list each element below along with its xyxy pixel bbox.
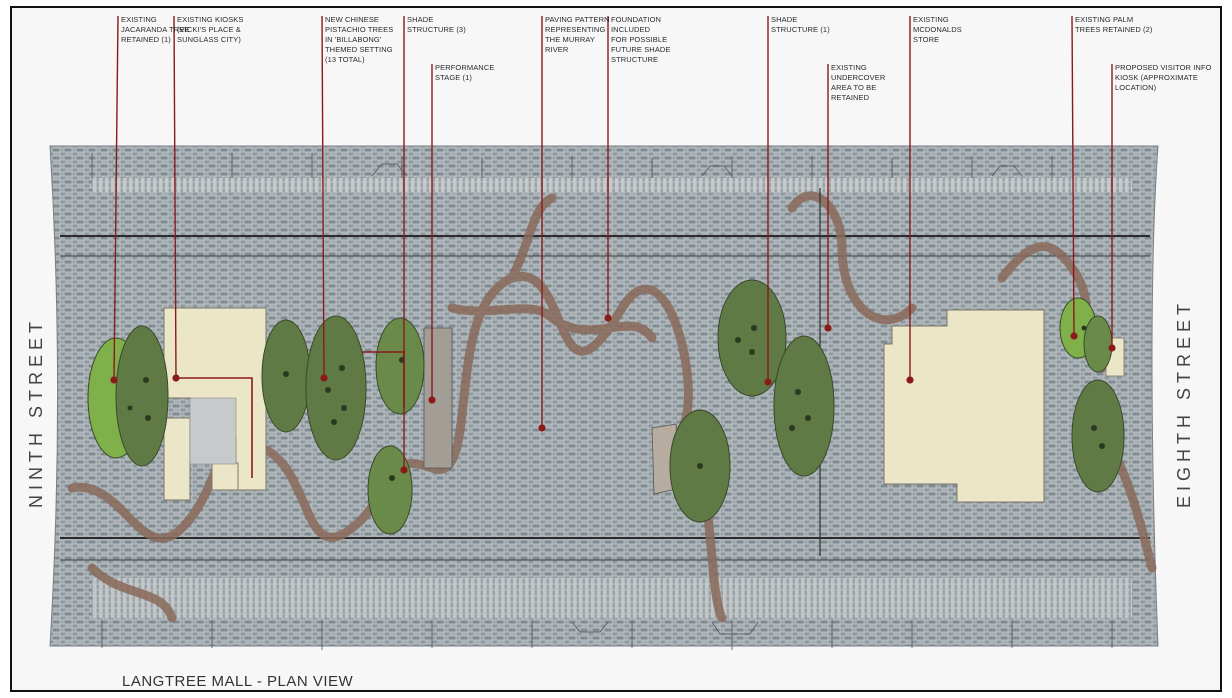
annotation-visitor: PROPOSED VISITOR INFO KIOSK (APPROXIMATE L… (1115, 63, 1212, 92)
annotation-visitor-line-0: PROPOSED VISITOR INFO (1115, 63, 1212, 72)
leader-dot-mcdonalds (906, 376, 914, 384)
mall-paving (49, 145, 1159, 647)
annotation-performance-line-0: PERFORMANCE (435, 63, 494, 72)
shop-frontage-bottom (101, 620, 1113, 650)
annotation-undercover: EXISTING UNDERCOVER AREA TO BE RETAINED (831, 63, 886, 102)
annotation-shade-3: SHADE STRUCTURE (3) (407, 15, 466, 34)
annotation-foundation-line-0: FOUNDATION (611, 15, 661, 24)
annotation-foundation: FOUNDATION INCLUDED FOR POSSIBLE FUTURE SHA… (611, 15, 671, 64)
annotation-foundation-line-3: FUTURE SHADE (611, 45, 671, 54)
leader-dot-shade-3 (400, 466, 408, 474)
leader-dot-pistachio (320, 374, 328, 382)
leader-dot-shade-1 (764, 378, 772, 386)
annotation-jacaranda-line-2: RETAINED (1) (121, 35, 171, 44)
leader-dot-palms (1070, 332, 1078, 340)
leader-line-palms (1071, 15, 1075, 337)
leader-dot-paving (538, 424, 546, 432)
leader-dot-kiosks (172, 374, 180, 382)
plan-title: LANGTREE MALL - PLAN VIEW (122, 673, 354, 690)
leader-dot-undercover (824, 324, 832, 332)
site-plan: EXISTING JACARANDA TREE RETAINED (1)EXISTI… (12, 8, 1220, 690)
annotation-pistachio-line-1: PISTACHIO TREES (325, 25, 393, 34)
leader-dot-visitor (1108, 344, 1116, 352)
annotation-foundation-line-2: FOR POSSIBLE (611, 35, 667, 44)
annotation-palms-line-0: EXISTING PALM (1075, 15, 1133, 24)
annotation-visitor-line-1: KIOSK (APPROXIMATE (1115, 73, 1198, 82)
annotation-paving: PAVING PATTERN REPRESENTING THE MURRAY RIVE… (545, 15, 610, 54)
annotation-kiosks-line-0: EXISTING KIOSKS (177, 15, 244, 24)
leader-dot-foundation (604, 314, 612, 322)
leader-line-kiosks (173, 15, 177, 379)
annotation-shade-1-line-0: SHADE (771, 15, 797, 24)
shop-frontage-top (91, 153, 1113, 178)
annotation-palms: EXISTING PALM TREES RETAINED (2) (1075, 15, 1153, 34)
trees (87, 279, 1125, 535)
annotation-shade-3-line-0: SHADE (407, 15, 433, 24)
annotation-shade-1: SHADE STRUCTURE (1) (771, 15, 830, 34)
annotation-labels: EXISTING JACARANDA TREE RETAINED (1)EXISTI… (121, 15, 1212, 102)
annotation-shade-1-line-1: STRUCTURE (1) (771, 25, 830, 34)
mcdonalds-building (883, 309, 1045, 503)
leader-line-jacaranda (113, 15, 119, 381)
leader-dot-performance (428, 396, 436, 404)
annotation-mcdonalds-line-2: STORE (913, 35, 939, 44)
plan-drawing-frame: EXISTING JACARANDA TREE RETAINED (1) EXISTI… (10, 6, 1222, 692)
annotation-undercover-line-3: RETAINED (831, 93, 870, 102)
leader-dot-jacaranda (110, 376, 118, 384)
annotation-performance-line-1: STAGE (1) (435, 73, 472, 82)
street-label-eighth: EIGHTH STREET (1174, 299, 1194, 508)
annotation-paving-line-2: THE MURRAY (545, 35, 595, 44)
annotation-pistachio-line-0: NEW CHINESE (325, 15, 379, 24)
performance-stage (423, 327, 453, 469)
kiosk-buildings (163, 307, 267, 501)
annotation-shade-3-line-1: STRUCTURE (3) (407, 25, 466, 34)
annotation-undercover-line-1: UNDERCOVER (831, 73, 886, 82)
annotation-kiosks-line-2: SUNGLASS CITY) (177, 35, 241, 44)
annotation-mcdonalds-line-0: EXISTING (913, 15, 949, 24)
annotation-foundation-line-1: INCLUDED (611, 25, 651, 34)
street-label-ninth: NINTH STREET (26, 317, 46, 508)
annotation-jacaranda: EXISTING JACARANDA TREE RETAINED (1) (121, 15, 189, 44)
annotation-pistachio-line-2: IN 'BILLABONG' (325, 35, 382, 44)
annotation-mcdonalds: EXISTING MCDONALDS STORE (913, 15, 962, 44)
annotation-pistachio: NEW CHINESE PISTACHIO TREES IN 'BILLABONG'… (325, 15, 393, 64)
annotation-pistachio-line-4: (13 TOTAL) (325, 55, 365, 64)
annotation-visitor-line-2: LOCATION) (1115, 83, 1157, 92)
annotation-paving-line-3: RIVER (545, 45, 569, 54)
annotation-undercover-line-0: EXISTING (831, 63, 867, 72)
tree-trunks (127, 325, 1105, 481)
leader-lines (110, 15, 1116, 474)
annotation-paving-line-1: REPRESENTING (545, 25, 605, 34)
annotation-performance: PERFORMANCE STAGE (1) (435, 63, 494, 82)
annotation-mcdonalds-line-1: MCDONALDS (913, 25, 962, 34)
annotation-undercover-line-2: AREA TO BE (831, 83, 876, 92)
annotation-kiosks: EXISTING KIOSKS (VICKI'S PLACE & SUNGLASS … (177, 15, 244, 44)
annotation-paving-line-0: PAVING PATTERN (545, 15, 610, 24)
annotation-kiosks-line-1: (VICKI'S PLACE & (177, 25, 241, 34)
top-footpath (92, 178, 1132, 192)
annotation-jacaranda-line-0: EXISTING (121, 15, 157, 24)
annotation-pistachio-line-3: THEMED SETTING (325, 45, 393, 54)
leader-line-pistachio (321, 15, 325, 379)
annotation-foundation-line-4: STRUCTURE (611, 55, 658, 64)
annotation-jacaranda-line-1: JACARANDA TREE (121, 25, 189, 34)
bottom-footpath (92, 578, 1132, 618)
annotation-palms-line-1: TREES RETAINED (2) (1075, 25, 1153, 34)
